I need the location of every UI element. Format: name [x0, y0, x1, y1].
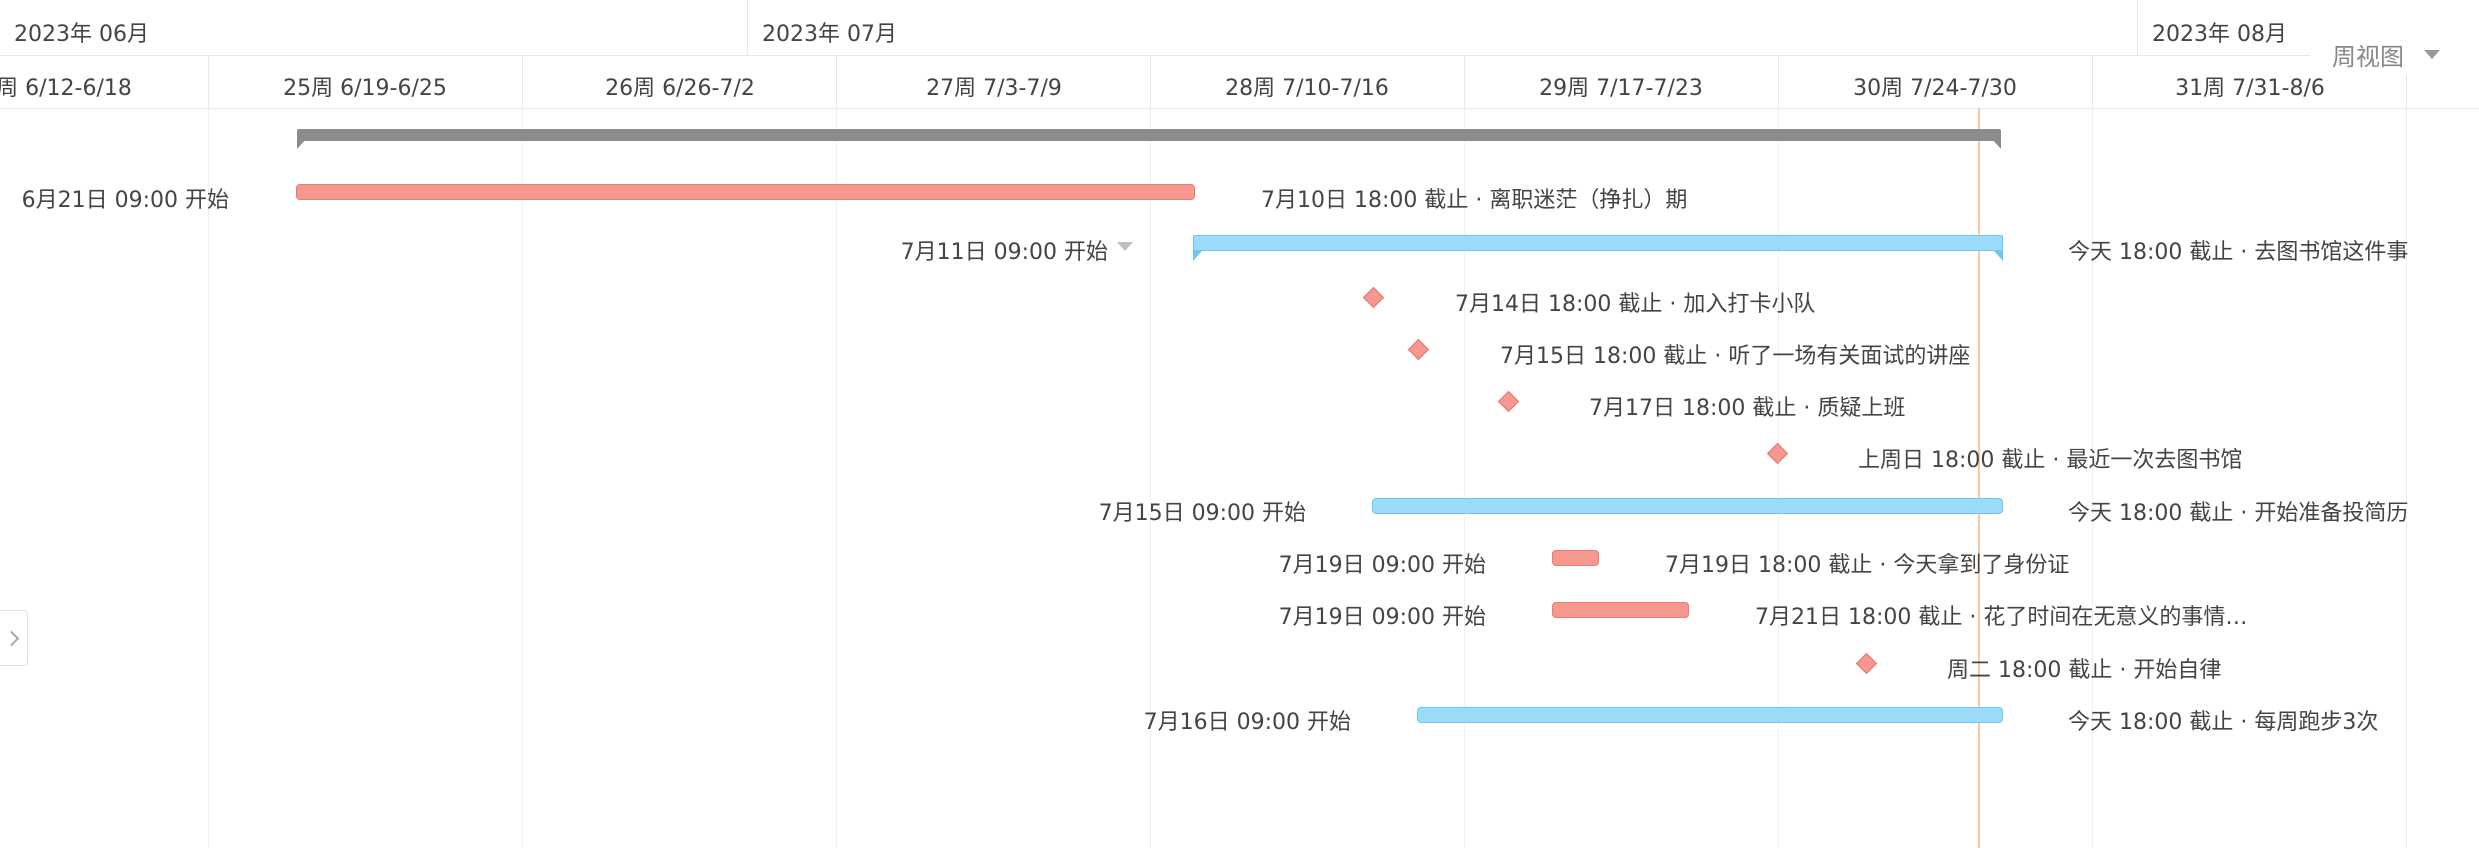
- week-separator: [2092, 56, 2093, 108]
- task-cap-left: [1193, 251, 1202, 261]
- month-cell-august: 2023年 08月: [2137, 0, 2479, 55]
- task-start-label: 6月21日 09:00 开始: [21, 188, 229, 213]
- chevron-right-icon: [3, 630, 20, 646]
- week-label: 25周 6/19-6/25: [283, 76, 447, 101]
- month-header: 2023年 06月 2023年 07月 2023年 08月: [0, 0, 2479, 56]
- project-summary-bar[interactable]: [297, 129, 2001, 141]
- summary-cap-left: [297, 139, 306, 149]
- task-end-label: 7月10日 18:00 截止 · 离职迷茫（挣扎）期: [1261, 188, 1688, 213]
- grid-line: [2092, 108, 2093, 848]
- week-label: 周 6/12-6/18: [0, 76, 132, 101]
- month-label: 2023年 06月: [14, 22, 149, 47]
- task-bar[interactable]: [1552, 602, 1689, 618]
- month-label: 2023年 07月: [762, 22, 897, 47]
- today-line: [1978, 108, 1980, 848]
- month-cell-june: 2023年 06月: [0, 0, 747, 55]
- week-label: 28周 7/10-7/16: [1225, 76, 1389, 101]
- task-end-label: 周二 18:00 截止 · 开始自律: [1947, 658, 2222, 683]
- task-end-label: 7月14日 18:00 截止 · 加入打卡小队: [1455, 292, 1816, 317]
- week-separator: [208, 56, 209, 108]
- milestone-diamond[interactable]: [1407, 338, 1430, 361]
- task-start-label: 7月19日 09:00 开始: [1278, 553, 1486, 578]
- view-switch-dropdown[interactable]: 周视图: [2310, 34, 2479, 74]
- grid-line: [2406, 108, 2407, 848]
- task-end-label: 7月21日 18:00 截止 · 花了时间在无意义的事情…: [1755, 605, 2248, 630]
- task-end-label: 7月17日 18:00 截止 · 质疑上班: [1589, 396, 1906, 421]
- grid-line: [1150, 108, 1151, 848]
- task-end-label: 今天 18:00 截止 · 去图书馆这件事: [2068, 240, 2409, 265]
- task-start-label: 7月15日 09:00 开始: [1098, 501, 1306, 526]
- milestone-diamond[interactable]: [1362, 286, 1385, 309]
- task-cap-right: [1994, 251, 2003, 261]
- task-start-label: 7月16日 09:00 开始: [1143, 710, 1351, 735]
- week-separator: [1778, 56, 1779, 108]
- task-bar[interactable]: [1193, 235, 2003, 251]
- grid-line: [836, 108, 837, 848]
- grid-line: [522, 108, 523, 848]
- week-separator: [1150, 56, 1151, 108]
- week-separator: [2406, 56, 2407, 108]
- task-end-label: 7月19日 18:00 截止 · 今天拿到了身份证: [1665, 553, 2070, 578]
- task-end-label: 上周日 18:00 截止 · 最近一次去图书馆: [1858, 448, 2243, 473]
- week-label: 30周 7/24-7/30: [1853, 76, 2017, 101]
- week-separator: [836, 56, 837, 108]
- milestone-diamond[interactable]: [1766, 442, 1789, 465]
- expand-panel-button[interactable]: [0, 610, 28, 666]
- week-header: 周 6/12-6/18 25周 6/19-6/25 26周 6/26-7/2 2…: [0, 56, 2479, 109]
- task-bar[interactable]: [1417, 707, 2003, 723]
- view-switch-label: 周视图: [2332, 42, 2404, 71]
- task-end-label: 今天 18:00 截止 · 每周跑步3次: [2068, 710, 2379, 735]
- month-cell-july: 2023年 07月: [747, 0, 2137, 55]
- week-label: 29周 7/17-7/23: [1539, 76, 1703, 101]
- summary-cap-right: [1992, 139, 2001, 149]
- task-start-label: 7月19日 09:00 开始: [1278, 605, 1486, 630]
- milestone-diamond[interactable]: [1855, 652, 1878, 675]
- task-end-label: 今天 18:00 截止 · 开始准备投简历: [2068, 501, 2409, 526]
- chevron-down-icon: [2424, 49, 2440, 59]
- task-start-label: 7月11日 09:00 开始: [900, 240, 1108, 265]
- grid-line: [208, 108, 209, 848]
- task-end-label: 7月15日 18:00 截止 · 听了一场有关面试的讲座: [1500, 344, 1971, 369]
- task-bar[interactable]: [296, 184, 1195, 200]
- week-separator: [522, 56, 523, 108]
- week-label: 26周 6/26-7/2: [605, 76, 755, 101]
- week-separator: [1464, 56, 1465, 108]
- task-bar[interactable]: [1552, 550, 1599, 566]
- grid-line: [1778, 108, 1779, 848]
- task-bar[interactable]: [1372, 498, 2003, 514]
- caret-down-icon[interactable]: [1117, 242, 1133, 251]
- grid-line: [1464, 108, 1465, 848]
- month-label: 2023年 08月: [2152, 22, 2287, 47]
- milestone-diamond[interactable]: [1497, 390, 1520, 413]
- week-label: 31周 7/31-8/6: [2175, 76, 2325, 101]
- week-label: 27周 7/3-7/9: [926, 76, 1062, 101]
